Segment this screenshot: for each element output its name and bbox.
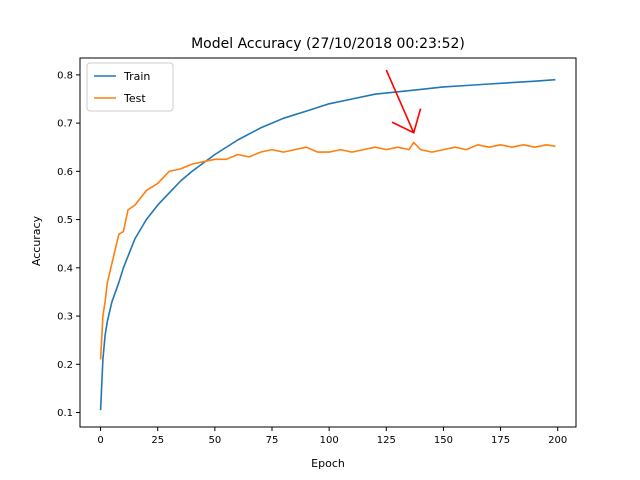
y-tick-label: 0.3 <box>57 312 73 323</box>
x-tick-label: 150 <box>434 435 453 446</box>
y-axis-label: Accuracy <box>30 215 43 266</box>
arrow-head <box>391 108 422 134</box>
x-tick-label: 75 <box>266 435 279 446</box>
arrow-shaft <box>385 69 415 134</box>
plot-frame <box>79 57 577 428</box>
y-tick-label: 0.1 <box>57 408 73 419</box>
series-lines <box>99 78 556 411</box>
annotation-arrow <box>385 69 422 134</box>
chart-title: Model Accuracy (27/10/2018 00:23:52) <box>191 36 465 52</box>
x-tick-label: 125 <box>377 435 396 446</box>
y-tick-label: 0.8 <box>57 70 73 81</box>
plot-area: 0 25 50 75 100 125 150 175 200 0.10.20.30.40.50.… <box>57 57 577 446</box>
y-tick-label: 0.6 <box>57 167 73 178</box>
legend-label-train: Train <box>123 70 150 83</box>
x-tick-label: 200 <box>548 435 567 446</box>
legend: Train Test <box>86 62 174 112</box>
series-line-test <box>99 141 556 360</box>
y-tick-label: 0.2 <box>57 360 73 371</box>
x-tick-label: 25 <box>151 435 164 446</box>
x-axis-ticks: 0 25 50 75 100 125 150 175 200 <box>97 427 567 446</box>
legend-box <box>86 62 174 112</box>
x-axis-label: Epoch <box>311 457 345 470</box>
x-tick-label: 0 <box>97 435 103 446</box>
y-tick-label: 0.7 <box>57 119 73 130</box>
y-tick-label: 0.4 <box>57 263 73 274</box>
y-tick-label: 0.5 <box>57 215 73 226</box>
x-tick-label: 175 <box>491 435 510 446</box>
legend-label-test: Test <box>123 92 146 105</box>
x-tick-label: 50 <box>208 435 221 446</box>
series-line-train <box>99 78 556 411</box>
x-tick-label: 100 <box>320 435 339 446</box>
y-axis-ticks: 0.1 0.2 0.3 0.4 0.5 0.6 0.7 0.8 <box>57 70 80 419</box>
